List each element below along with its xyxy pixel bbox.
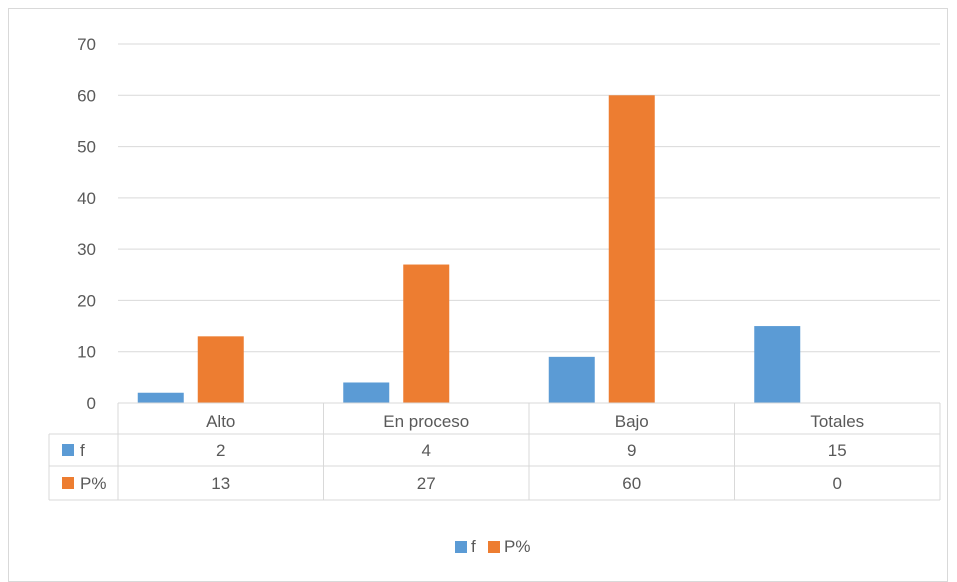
y-axis: 0 10 20 30 40 50 60 70 bbox=[77, 35, 96, 413]
y-tick-label: 10 bbox=[77, 343, 96, 362]
y-tick-label: 20 bbox=[77, 291, 96, 310]
gridlines bbox=[118, 43, 940, 353]
bar-f-en-proceso bbox=[343, 382, 390, 403]
legend: f P% bbox=[455, 537, 530, 556]
category-label: Bajo bbox=[615, 412, 649, 431]
category-label: Alto bbox=[206, 412, 235, 431]
y-tick-label: 70 bbox=[77, 35, 96, 54]
bar-f-bajo bbox=[548, 356, 595, 403]
data-label: 2 bbox=[216, 441, 225, 460]
data-label: 13 bbox=[211, 474, 230, 493]
bar-f-totales bbox=[754, 326, 801, 403]
legend-key bbox=[455, 541, 467, 553]
data-label: 15 bbox=[828, 441, 847, 460]
bars bbox=[137, 95, 801, 404]
data-label: 0 bbox=[833, 474, 842, 493]
legend-label: f bbox=[471, 537, 476, 556]
bar-ppct-alto bbox=[197, 336, 244, 403]
table-series-name: P% bbox=[80, 474, 106, 493]
data-label: 60 bbox=[622, 474, 641, 493]
category-label: Totales bbox=[810, 412, 864, 431]
data-table: Alto En proceso Bajo Totales f 2 4 9 15 P% 13 27 60 0 bbox=[48, 402, 941, 501]
bar-ppct-bajo bbox=[608, 95, 655, 404]
table-series-name: f bbox=[80, 441, 85, 460]
legend-label: P% bbox=[504, 537, 530, 556]
bar-f-alto bbox=[137, 392, 184, 403]
y-tick-label: 40 bbox=[77, 189, 96, 208]
y-tick-label: 50 bbox=[77, 138, 96, 157]
legend-key bbox=[488, 541, 500, 553]
y-tick-label: 30 bbox=[77, 240, 96, 259]
table-legend-key bbox=[62, 477, 74, 489]
data-label: 27 bbox=[417, 474, 436, 493]
table-legend-key bbox=[62, 444, 74, 456]
y-tick-label: 60 bbox=[77, 86, 96, 105]
category-label: En proceso bbox=[383, 412, 469, 431]
bar-ppct-en-proceso bbox=[403, 264, 450, 403]
chart-frame bbox=[8, 8, 948, 582]
data-label: 9 bbox=[627, 441, 636, 460]
data-label: 4 bbox=[422, 441, 431, 460]
y-tick-label: 0 bbox=[87, 394, 96, 413]
